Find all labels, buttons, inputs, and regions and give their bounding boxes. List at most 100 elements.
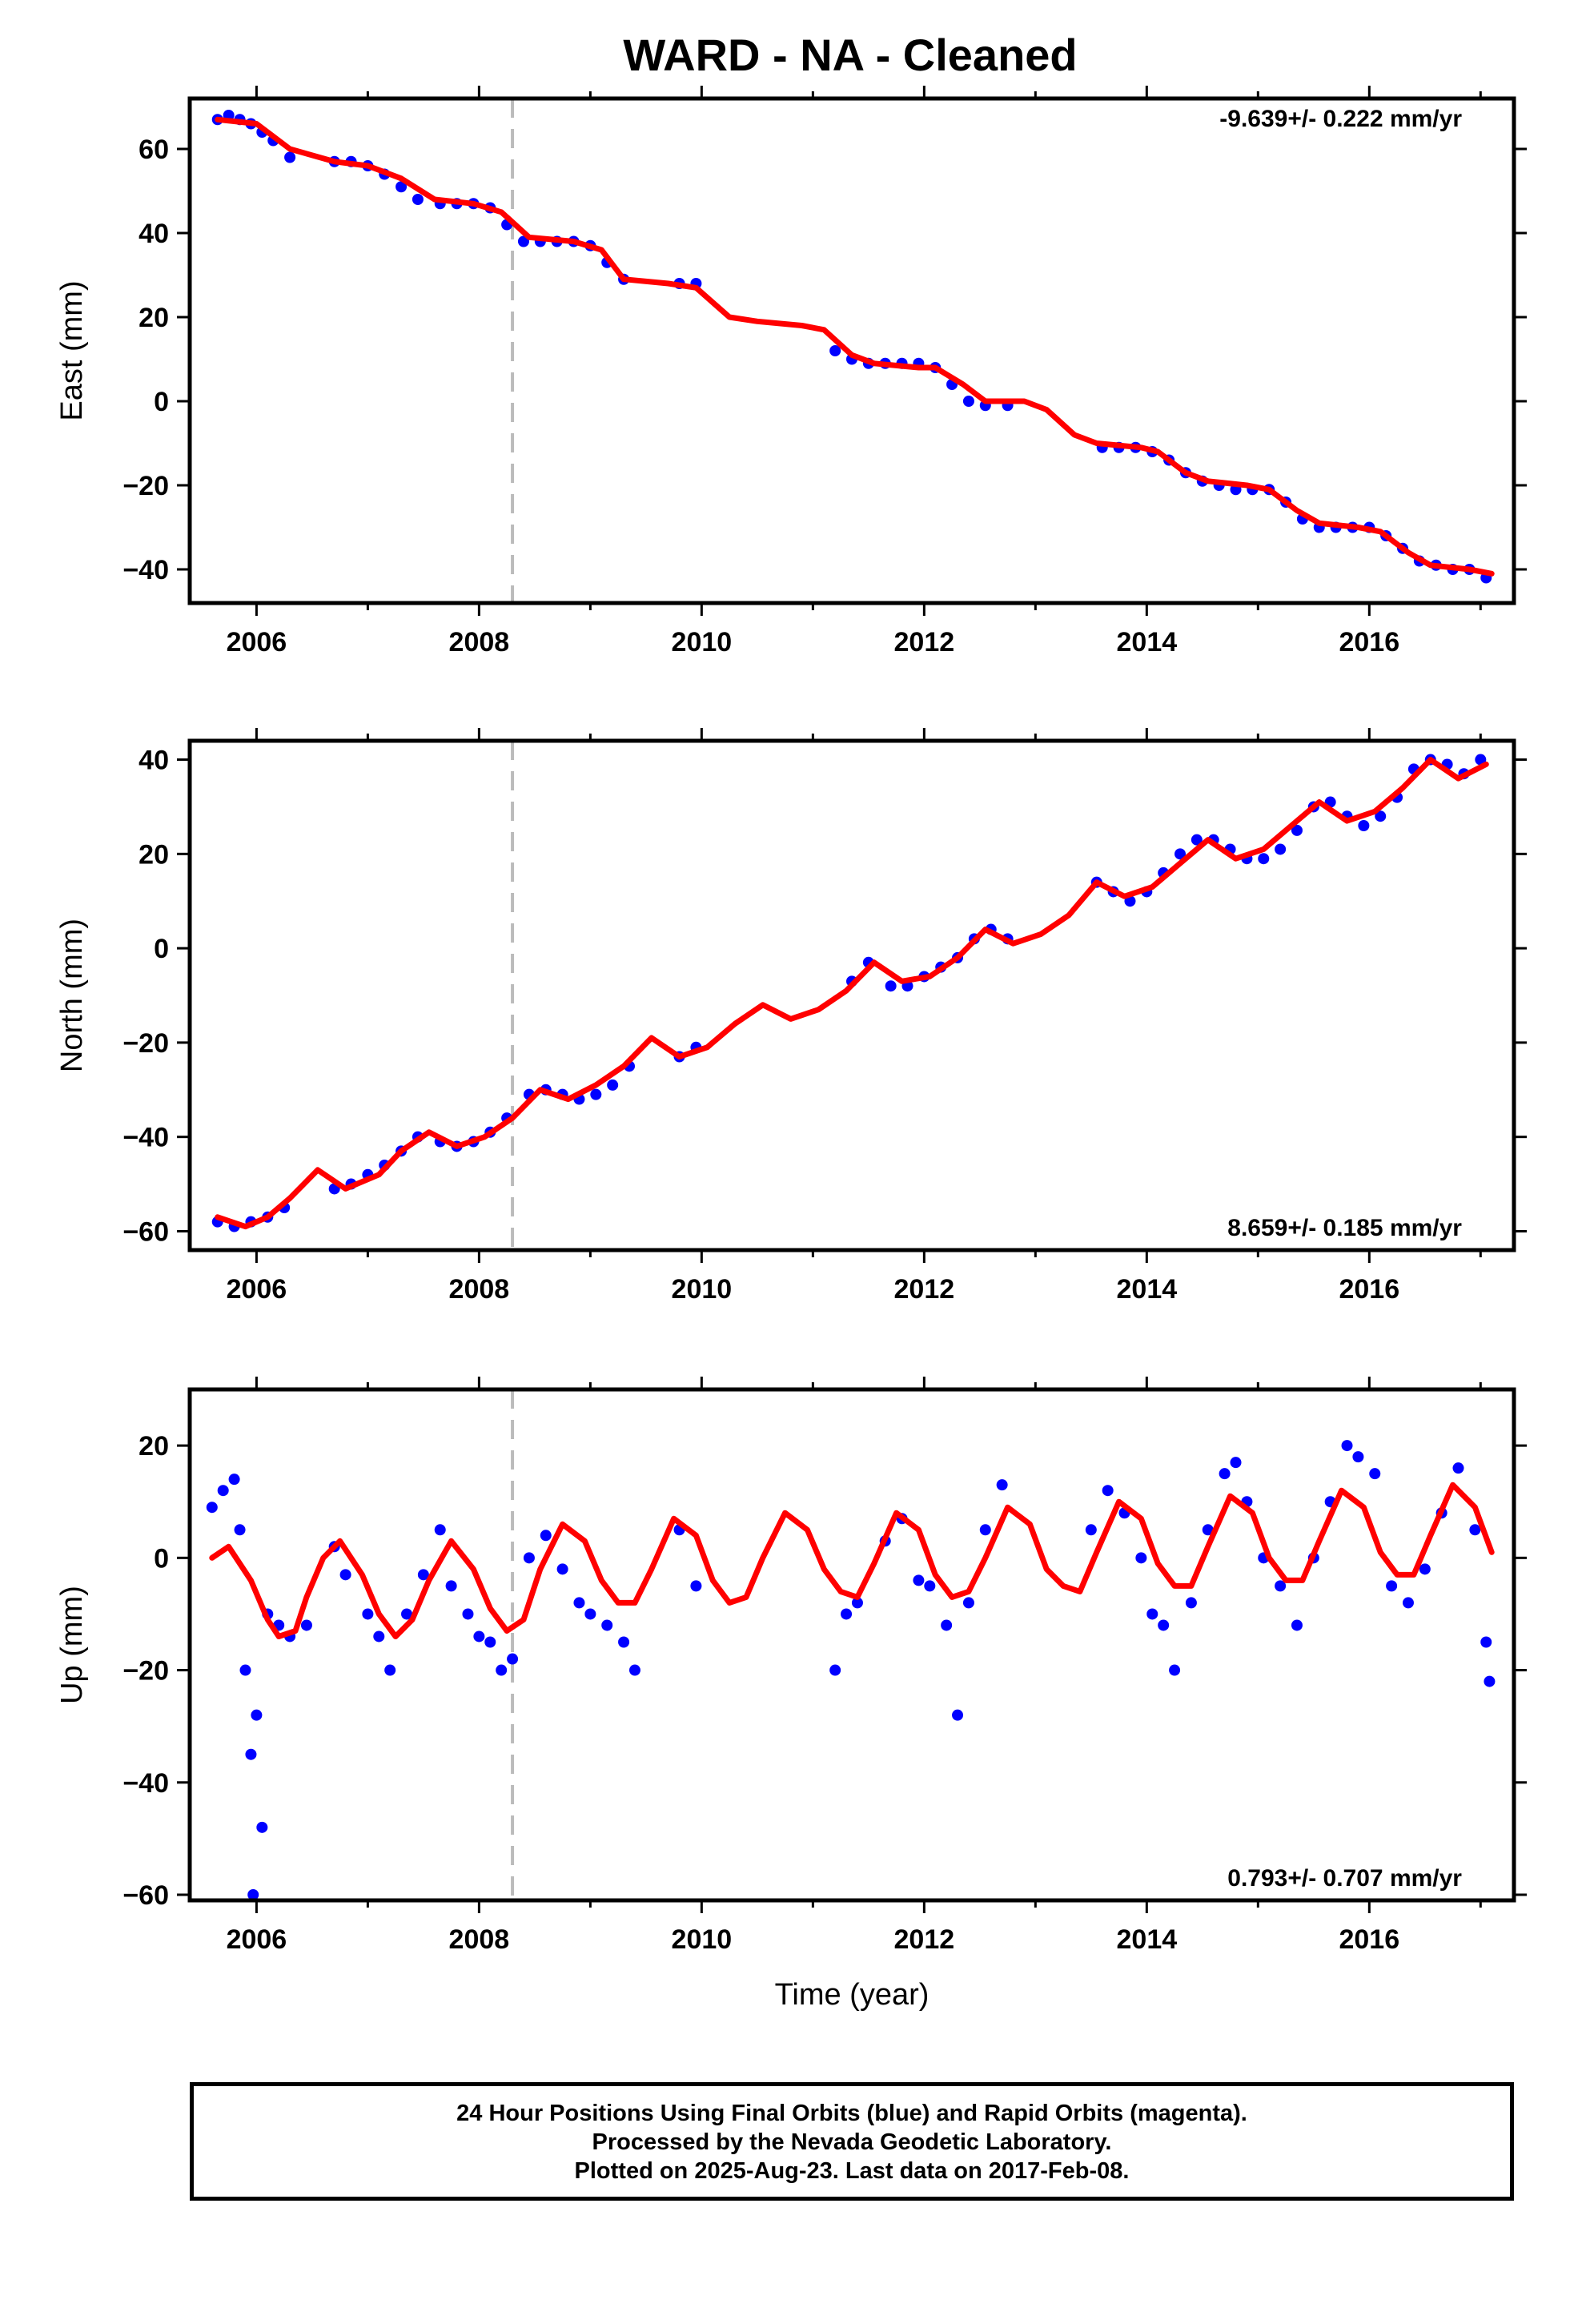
up-x-axis-label: Time (year) (775, 1978, 930, 2012)
up-observation-point (239, 1664, 251, 1676)
footer-line-1: 24 Hour Positions Using Final Orbits (bl… (456, 2101, 1247, 2126)
north-observation-point (1258, 853, 1270, 865)
north-y-tick-label: −20 (122, 1028, 169, 1059)
up-observation-point (690, 1580, 702, 1592)
east-x-tick-label: 2012 (894, 627, 955, 657)
up-observation-point (217, 1485, 229, 1497)
north-x-tick-label: 2014 (1117, 1274, 1178, 1305)
up-observation-point (339, 1569, 351, 1581)
up-observation-point (1202, 1524, 1214, 1536)
up-observation-point (206, 1502, 218, 1514)
north-x-tick-label: 2008 (449, 1274, 510, 1305)
north-observation-point (885, 980, 897, 992)
north-y-tick-label: 40 (139, 746, 169, 776)
east-frame (187, 96, 1516, 605)
east-observation-point (962, 396, 974, 407)
up-observation-point (300, 1619, 312, 1631)
up-observation-point (1369, 1468, 1381, 1480)
east-y-tick-label: −40 (122, 555, 169, 585)
east-x-tick-label: 2016 (1339, 627, 1399, 657)
up-observation-point (1158, 1619, 1170, 1631)
up-observation-point (913, 1574, 925, 1586)
up-observation-point (601, 1619, 613, 1631)
up-observation-point (996, 1479, 1008, 1491)
up-observation-point (245, 1748, 257, 1760)
up-rate-label: 0.793+/- 0.707 mm/yr (1227, 1865, 1462, 1892)
east-y-axis-label: East (mm) (55, 280, 89, 420)
up-observation-point (1480, 1636, 1492, 1648)
east-y-tick-label: 60 (139, 135, 169, 165)
up-x-tick-label: 2014 (1117, 1924, 1178, 1955)
up-observation-point (1352, 1451, 1364, 1463)
up-observation-point (384, 1664, 396, 1676)
north-x-tick-label: 2016 (1339, 1274, 1399, 1305)
north-y-axis-label: North (mm) (55, 919, 89, 1072)
up-observation-point (1386, 1580, 1398, 1592)
up-x-tick-label: 2012 (894, 1924, 955, 1955)
east-rate-label: -9.639+/- 0.222 mm/yr (1219, 106, 1462, 132)
up-observation-point (462, 1608, 474, 1620)
east-y-tick-label: 0 (154, 387, 169, 417)
up-y-tick-label: 0 (154, 1543, 169, 1574)
up-observation-point (1419, 1563, 1431, 1575)
up-observation-point (1135, 1552, 1147, 1564)
up-observation-point (247, 1888, 259, 1900)
up-observation-point (234, 1524, 246, 1536)
north-observation-point (590, 1088, 602, 1100)
chart-title: WARD - NA - Cleaned (623, 30, 1078, 80)
up-y-tick-label: −60 (122, 1880, 169, 1911)
up-observation-point (1275, 1580, 1287, 1592)
up-observation-point (540, 1530, 552, 1542)
up-observation-point (1085, 1524, 1097, 1536)
up-observation-point (962, 1597, 974, 1609)
up-observation-point (473, 1630, 485, 1642)
up-x-tick-label: 2010 (672, 1924, 733, 1955)
footer-box: 24 Hour Positions Using Final Orbits (bl… (190, 2082, 1514, 2201)
north-y-tick-label: 20 (139, 839, 169, 870)
up-observation-point (924, 1580, 936, 1592)
north-observation-point (1475, 754, 1487, 766)
up-observation-point (1341, 1440, 1353, 1452)
up-observation-point (523, 1552, 535, 1564)
up-y-tick-label: −40 (122, 1768, 169, 1799)
up-observation-point (362, 1608, 374, 1620)
up-observation-point (573, 1597, 585, 1609)
north-observation-point (1375, 810, 1387, 822)
east-x-tick-label: 2006 (227, 627, 287, 657)
up-observation-point (1102, 1485, 1114, 1497)
up-observation-point (584, 1608, 596, 1620)
east-y-tick-label: 20 (139, 303, 169, 333)
up-observation-point (251, 1709, 263, 1721)
north-observation-point (1291, 824, 1303, 836)
up-observation-point (628, 1664, 640, 1676)
north-panel: 2006 2008 2010 2012 2014 2016 −60 −40 −20 0 20 40 No… (55, 728, 1527, 1305)
up-observation-point (979, 1524, 991, 1536)
up-observation-point (1469, 1524, 1481, 1536)
up-observation-point (417, 1569, 429, 1581)
up-x-tick-label: 2006 (227, 1924, 287, 1955)
up-observation-point (373, 1630, 385, 1642)
up-observation-point (1230, 1457, 1242, 1469)
north-model-line (215, 757, 1489, 1230)
up-observation-point (1169, 1664, 1181, 1676)
up-x-tick-label: 2016 (1339, 1924, 1399, 1955)
up-y-tick-label: −20 (122, 1656, 169, 1687)
east-observation-point (412, 194, 424, 205)
east-y-tick-label: 40 (139, 219, 169, 249)
footer-line-2: Processed by the Nevada Geodetic Laborat… (592, 2129, 1112, 2155)
up-y-axis-label: Up (mm) (55, 1586, 89, 1704)
up-observation-point (556, 1563, 568, 1575)
north-y-tick-label: 0 (154, 934, 169, 964)
up-observation-point (841, 1608, 853, 1620)
north-x-tick-label: 2006 (227, 1274, 287, 1305)
up-observation-point (484, 1636, 496, 1648)
up-observation-point (618, 1636, 630, 1648)
east-observation-point (396, 181, 408, 193)
up-observation-point (941, 1619, 953, 1631)
east-model-line (215, 116, 1495, 577)
up-observation-point (434, 1524, 446, 1536)
north-observation-point (1358, 820, 1370, 831)
up-observation-point (851, 1597, 863, 1609)
east-observation-point (517, 235, 529, 247)
